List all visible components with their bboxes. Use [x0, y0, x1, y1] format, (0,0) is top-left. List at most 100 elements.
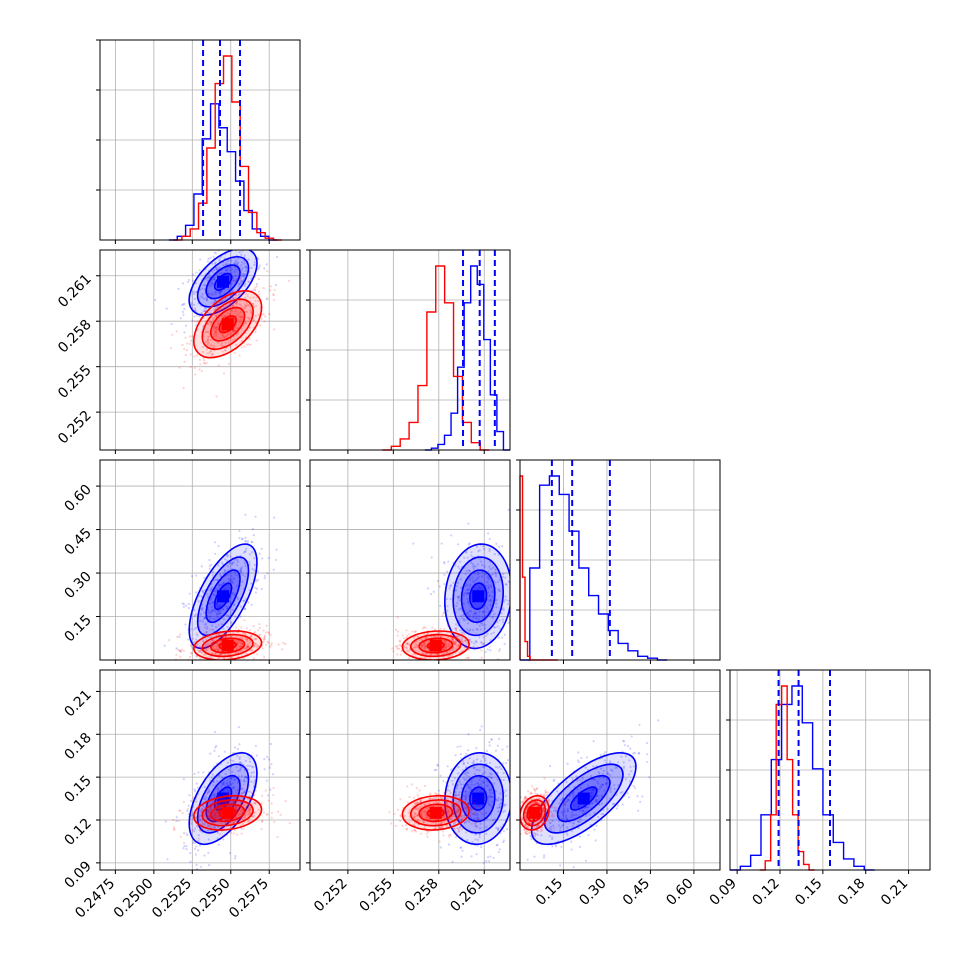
scatter-point-red [471, 807, 473, 809]
scatter-point-red [399, 798, 401, 800]
scatter-point-blue [188, 603, 190, 605]
scatter-point-red [468, 633, 470, 635]
scatter-point-blue [486, 750, 488, 752]
scatter-point-blue [251, 241, 253, 243]
scatter-point-red [248, 343, 250, 345]
scatter-point-red [469, 818, 471, 820]
scatter-point-blue [183, 662, 185, 664]
scatter-point-blue [497, 745, 499, 747]
scatter-point-blue [480, 846, 482, 848]
scatter-point-red [215, 395, 217, 397]
scatter-point-red [191, 335, 193, 337]
scatter-point-blue [501, 636, 503, 638]
scatter-point-blue [195, 575, 197, 577]
scatter-point-red [405, 629, 407, 631]
scatter-point-red [255, 340, 257, 342]
scatter-point-blue [192, 842, 194, 844]
scatter-point-blue [479, 729, 481, 731]
scatter-point-blue [268, 758, 270, 760]
scatter-point-blue [511, 778, 513, 780]
scatter-point-red [170, 347, 172, 349]
scatter-point-red [201, 370, 203, 372]
scatter-point-red [393, 813, 395, 815]
scatter-point-blue [193, 773, 195, 775]
scatter-point-red [236, 834, 238, 836]
scatter-point-red [241, 832, 243, 834]
scatter-point-red [245, 793, 247, 795]
scatter-point-red [461, 828, 463, 830]
scatter-point-red [199, 363, 201, 365]
scatter-point-blue [489, 649, 491, 651]
scatter-point-red [265, 789, 267, 791]
scatter-point-red [478, 818, 480, 820]
scatter-point-blue [495, 543, 497, 545]
scatter-point-red [415, 830, 417, 832]
scatter-point-red [176, 330, 178, 332]
scatter-point-red [391, 647, 393, 649]
x-tick-label: 0.15 [792, 876, 825, 909]
scatter-point-blue [452, 861, 454, 863]
density-peak-red [222, 807, 234, 819]
scatter-point-blue [247, 540, 249, 542]
scatter-point-red [429, 792, 431, 794]
scatter-point-red [464, 795, 466, 797]
scatter-point-blue [506, 828, 508, 830]
scatter-point-blue [182, 282, 184, 284]
scatter-point-blue [503, 830, 505, 832]
scatter-point-red [263, 639, 265, 641]
scatter-point-red [198, 627, 200, 629]
scatter-point-blue [261, 588, 263, 590]
scatter-point-blue [435, 769, 437, 771]
scatter-point-blue [525, 758, 527, 760]
scatter-point-blue [246, 247, 248, 249]
scatter-point-blue [189, 861, 191, 863]
scatter-point-blue [446, 663, 448, 665]
scatter-point-red [428, 664, 430, 666]
scatter-point-red [465, 657, 467, 659]
scatter-point-blue [600, 754, 602, 756]
scatter-point-red [268, 313, 270, 315]
scatter-point-blue [183, 308, 185, 310]
scatter-point-blue [189, 593, 191, 595]
scatter-point-blue [513, 768, 515, 770]
scatter-point-blue [467, 523, 469, 525]
scatter-point-red [190, 353, 192, 355]
scatter-point-red [406, 662, 408, 664]
scatter-point-red [261, 828, 263, 830]
scatter-point-blue [188, 794, 190, 796]
scatter-point-blue [465, 678, 467, 680]
density-peak-red [222, 640, 234, 652]
scatter-point-blue [573, 866, 575, 868]
scatter-point-red [201, 312, 203, 314]
scatter-point-red [280, 814, 282, 816]
scatter-point-blue [579, 846, 581, 848]
scatter-point-blue [203, 577, 205, 579]
scatter-point-blue [507, 759, 509, 761]
scatter-point-red [263, 320, 265, 322]
scatter-point-blue [489, 855, 491, 857]
scatter-point-red [183, 361, 185, 363]
scatter-point-red [206, 362, 208, 364]
scatter-point-red [428, 662, 430, 664]
histogram-red [760, 686, 815, 870]
scatter-point-blue [511, 746, 513, 748]
scatter-point-red [230, 832, 232, 834]
scatter-point-red [243, 783, 245, 785]
scatter-point-blue [264, 575, 266, 577]
scatter-point-red [276, 836, 278, 838]
scatter-point-blue [210, 564, 212, 566]
scatter-point-red [481, 642, 483, 644]
scatter-point-red [285, 800, 287, 802]
scatter-point-blue [266, 263, 268, 265]
scatter-point-blue [164, 645, 166, 647]
scatter-point-red [189, 821, 191, 823]
panel-contents [165, 726, 312, 871]
scatter-point-red [247, 787, 249, 789]
y-tick-label: 0.09 [61, 858, 94, 891]
scatter-point-red [399, 640, 401, 642]
scatter-point-red [474, 810, 476, 812]
scatter-point-blue [560, 846, 562, 848]
scatter-point-red [190, 645, 192, 647]
scatter-point-red [177, 661, 179, 663]
scatter-point-red [388, 811, 390, 813]
